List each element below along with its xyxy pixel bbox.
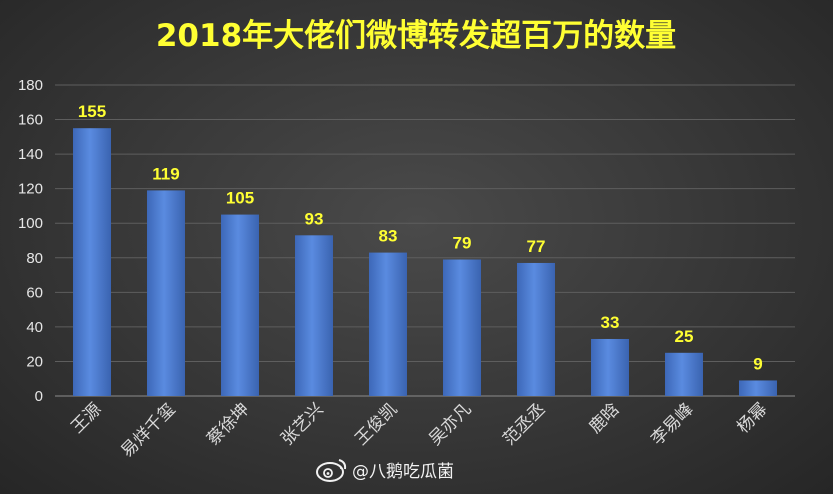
x-tick-label: 李易峰 [647, 399, 697, 449]
data-label: 79 [453, 234, 472, 253]
bar [517, 262, 555, 396]
x-tick-label: 吴亦凡 [425, 399, 475, 449]
x-axis: 王源 易烊千玺 蔡徐坤 张艺兴 王俊凯 吴亦凡 范丞丞 鹿晗 李易峰 杨幂 [67, 399, 771, 461]
watermark: @八鹅吃瓜菌 [316, 459, 454, 482]
x-tick-label: 范丞丞 [499, 399, 549, 449]
data-label: 33 [601, 313, 620, 332]
x-tick-label: 张艺兴 [277, 399, 327, 449]
watermark-text: @八鹅吃瓜菌 [352, 462, 454, 482]
data-label: 155 [78, 102, 106, 121]
y-tick-label: 80 [26, 250, 43, 267]
y-axis: 0 20 40 60 80 100 120 140 160 180 [18, 77, 43, 405]
x-tick-label: 杨幂 [733, 399, 771, 437]
bar [73, 128, 111, 396]
y-tick-label: 0 [35, 388, 43, 405]
bars [73, 128, 777, 396]
data-label: 105 [226, 189, 254, 208]
x-tick-label: 蔡徐坤 [203, 399, 253, 449]
bar [591, 338, 629, 396]
data-label: 119 [152, 164, 179, 183]
data-labels: 155 119 105 93 83 79 77 33 25 9 [78, 102, 763, 373]
data-label: 83 [379, 227, 398, 246]
y-tick-label: 100 [18, 215, 43, 232]
y-tick-label: 180 [18, 77, 43, 94]
x-tick-label: 王源 [67, 399, 105, 437]
y-tick-label: 120 [18, 181, 43, 198]
y-tick-label: 40 [26, 319, 43, 336]
y-tick-label: 140 [18, 146, 43, 163]
data-label: 9 [753, 354, 762, 373]
chart-title: 2018年大佬们微博转发超百万的数量 [156, 18, 676, 54]
data-label: 93 [305, 209, 324, 228]
x-tick-label: 王俊凯 [351, 399, 401, 449]
bar [739, 380, 777, 396]
bar [221, 214, 259, 396]
y-tick-label: 160 [18, 112, 43, 129]
y-tick-label: 60 [26, 284, 43, 301]
bar [147, 190, 185, 396]
bar [295, 235, 333, 396]
bar [443, 259, 481, 396]
bar [369, 252, 407, 396]
weibo-icon [316, 459, 347, 482]
bar [665, 352, 703, 396]
x-tick-label: 鹿晗 [585, 399, 623, 437]
data-label: 77 [527, 237, 546, 256]
data-label: 25 [675, 327, 694, 346]
y-tick-label: 20 [26, 353, 43, 370]
x-tick-label: 易烊千玺 [117, 399, 179, 461]
